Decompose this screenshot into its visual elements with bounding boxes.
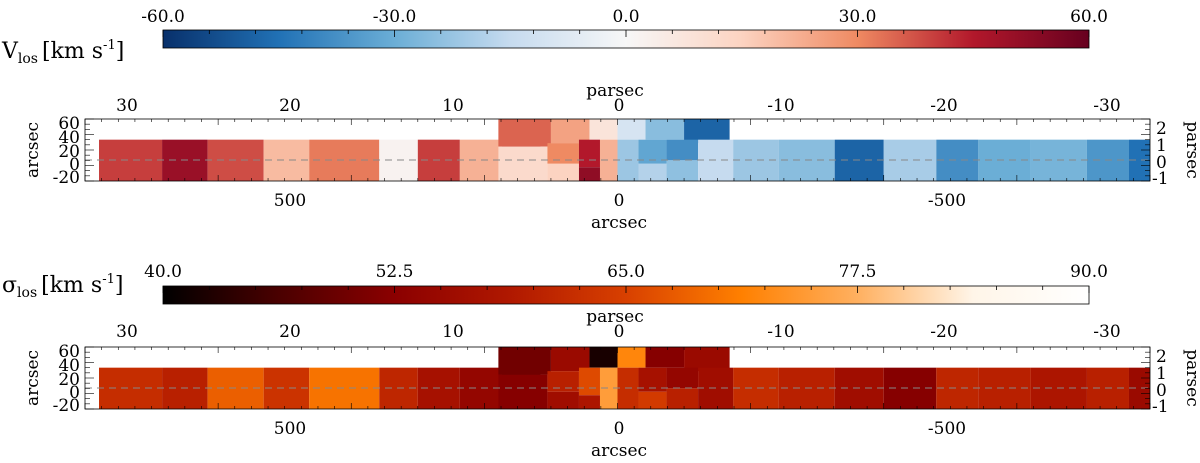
sigma-bottom-axis-label: arcsec bbox=[591, 441, 647, 461]
central-bin bbox=[578, 395, 600, 409]
sigma-right-axis-label: parsec bbox=[1182, 349, 1200, 406]
slit-bin bbox=[99, 367, 163, 409]
sigma-colorbar-tick: 65.0 bbox=[607, 262, 645, 282]
sigma-colorbar-tick: 77.5 bbox=[839, 262, 877, 282]
vlos-colorbar-tick: -30.0 bbox=[373, 7, 417, 27]
central-bin bbox=[578, 167, 600, 181]
vlos-left-tick: 40 bbox=[58, 128, 80, 148]
vlos-right-axis-label: parsec bbox=[1182, 121, 1200, 178]
sigma-right-tick: 0 bbox=[1156, 381, 1167, 401]
vlos-top-tick: -20 bbox=[930, 96, 957, 116]
sigma-top-tick: 30 bbox=[116, 322, 138, 342]
sigma-colorbar-tick: 52.5 bbox=[376, 262, 414, 282]
sigma-top-tick: 0 bbox=[614, 322, 625, 342]
central-bin bbox=[589, 347, 618, 368]
vlos-bottom-tick: -500 bbox=[928, 191, 966, 211]
vlos-right-tick: 2 bbox=[1156, 119, 1167, 139]
central-bin bbox=[547, 391, 579, 409]
central-bin bbox=[599, 139, 618, 181]
sigma-top-tick: -30 bbox=[1093, 322, 1120, 342]
vlos-right-tick: 0 bbox=[1156, 153, 1167, 173]
central-bin bbox=[666, 160, 699, 181]
vlos-top-tick: 20 bbox=[279, 96, 301, 116]
central-bin bbox=[684, 119, 730, 144]
central-bin bbox=[498, 347, 551, 375]
sigma-top-tick: -10 bbox=[767, 322, 794, 342]
central-bin bbox=[638, 391, 667, 409]
central-bin bbox=[547, 163, 579, 181]
sigma-top-axis-label: parsec bbox=[586, 307, 643, 327]
sigma-top-tick: 20 bbox=[279, 322, 301, 342]
vlos-frame-ticks bbox=[84, 118, 1151, 182]
sigma-left-tick: 40 bbox=[58, 356, 80, 376]
central-bin bbox=[498, 374, 548, 409]
vlos-top-tick: -30 bbox=[1093, 96, 1120, 116]
vlos-panel: Vlos [km s-1] -60.0 -30.0 0.0 30.0 60.0 p… bbox=[1, 7, 1200, 233]
vlos-left-tick: 0 bbox=[69, 155, 80, 175]
sigma-top-tick: 10 bbox=[442, 322, 464, 342]
vlos-colorbar-label: Vlos [km s-1] bbox=[1, 38, 124, 67]
sigma-frame-ticks bbox=[84, 346, 1151, 410]
central-bin bbox=[498, 119, 551, 147]
central-bin bbox=[638, 163, 667, 181]
sigma-left-tick: 20 bbox=[58, 370, 80, 390]
sigma-bottom-tick: 0 bbox=[614, 419, 625, 439]
vlos-bottom-tick: 500 bbox=[274, 191, 306, 211]
central-bin bbox=[589, 119, 618, 140]
sigma-right-tick: -1 bbox=[1152, 397, 1169, 417]
sigma-colorbar-label: σlos [km s-1] bbox=[2, 272, 123, 301]
sigma-right-tick: 2 bbox=[1156, 347, 1167, 367]
vlos-map bbox=[99, 119, 1150, 181]
central-bin bbox=[599, 367, 618, 409]
central-bin bbox=[617, 119, 646, 140]
sigma-bottom-tick: 500 bbox=[274, 419, 306, 439]
vlos-left-tick: 60 bbox=[58, 114, 80, 134]
vlos-right-tick: -1 bbox=[1152, 169, 1169, 189]
sigma-colorbar-tick: 90.0 bbox=[1070, 262, 1108, 282]
vlos-bottom-axis-label: arcsec bbox=[591, 213, 647, 233]
vlos-top-tick: -10 bbox=[767, 96, 794, 116]
sigma-right-tick: 1 bbox=[1156, 364, 1167, 384]
sigma-bottom-tick: -500 bbox=[928, 419, 966, 439]
vlos-left-tick: 20 bbox=[58, 142, 80, 162]
sigma-map bbox=[99, 347, 1150, 409]
central-bin bbox=[666, 367, 699, 389]
sigma-colorbar-minor-ticks bbox=[162, 286, 1090, 293]
vlos-colorbar-tick: 0.0 bbox=[612, 7, 639, 27]
central-bin bbox=[666, 139, 699, 161]
vlos-right-tick: 1 bbox=[1156, 136, 1167, 156]
sigma-left-tick: 0 bbox=[69, 383, 80, 403]
vlos-colorbar-tick: 60.0 bbox=[1070, 7, 1108, 27]
vlos-colorbar-minor-ticks bbox=[162, 30, 1090, 37]
sigma-top-tick: -20 bbox=[930, 322, 957, 342]
sigma-panel: σlos [km s-1] 40.0 52.5 65.0 77.5 90.0 pa… bbox=[2, 262, 1200, 461]
central-bin bbox=[578, 367, 600, 396]
central-bin bbox=[498, 146, 548, 181]
central-bin bbox=[617, 347, 646, 368]
slit-bin bbox=[99, 139, 163, 181]
central-bin bbox=[578, 139, 600, 168]
central-bin bbox=[645, 119, 685, 140]
central-bin bbox=[666, 388, 699, 409]
vlos-colorbar-tick: -60.0 bbox=[141, 7, 185, 27]
central-bin bbox=[684, 347, 730, 372]
central-bin bbox=[547, 143, 579, 164]
vlos-colorbar-tick: 30.0 bbox=[839, 7, 877, 27]
vlos-left-axis-label: arcsec bbox=[23, 122, 43, 178]
vlos-top-tick: 0 bbox=[614, 96, 625, 116]
vlos-bottom-tick: 0 bbox=[614, 191, 625, 211]
sigma-left-tick: 60 bbox=[58, 342, 80, 362]
vlos-top-tick: 30 bbox=[116, 96, 138, 116]
sigma-left-tick: -20 bbox=[53, 396, 80, 416]
vlos-top-axis-label: parsec bbox=[586, 81, 643, 101]
central-bin bbox=[550, 119, 590, 144]
central-bin bbox=[550, 347, 590, 372]
sigma-colorbar-tick: 40.0 bbox=[144, 262, 182, 282]
vlos-left-tick: -20 bbox=[53, 168, 80, 188]
vlos-top-tick: 10 bbox=[442, 96, 464, 116]
central-bin bbox=[547, 371, 579, 392]
central-bin bbox=[645, 347, 685, 368]
sigma-left-axis-label: arcsec bbox=[23, 350, 43, 406]
